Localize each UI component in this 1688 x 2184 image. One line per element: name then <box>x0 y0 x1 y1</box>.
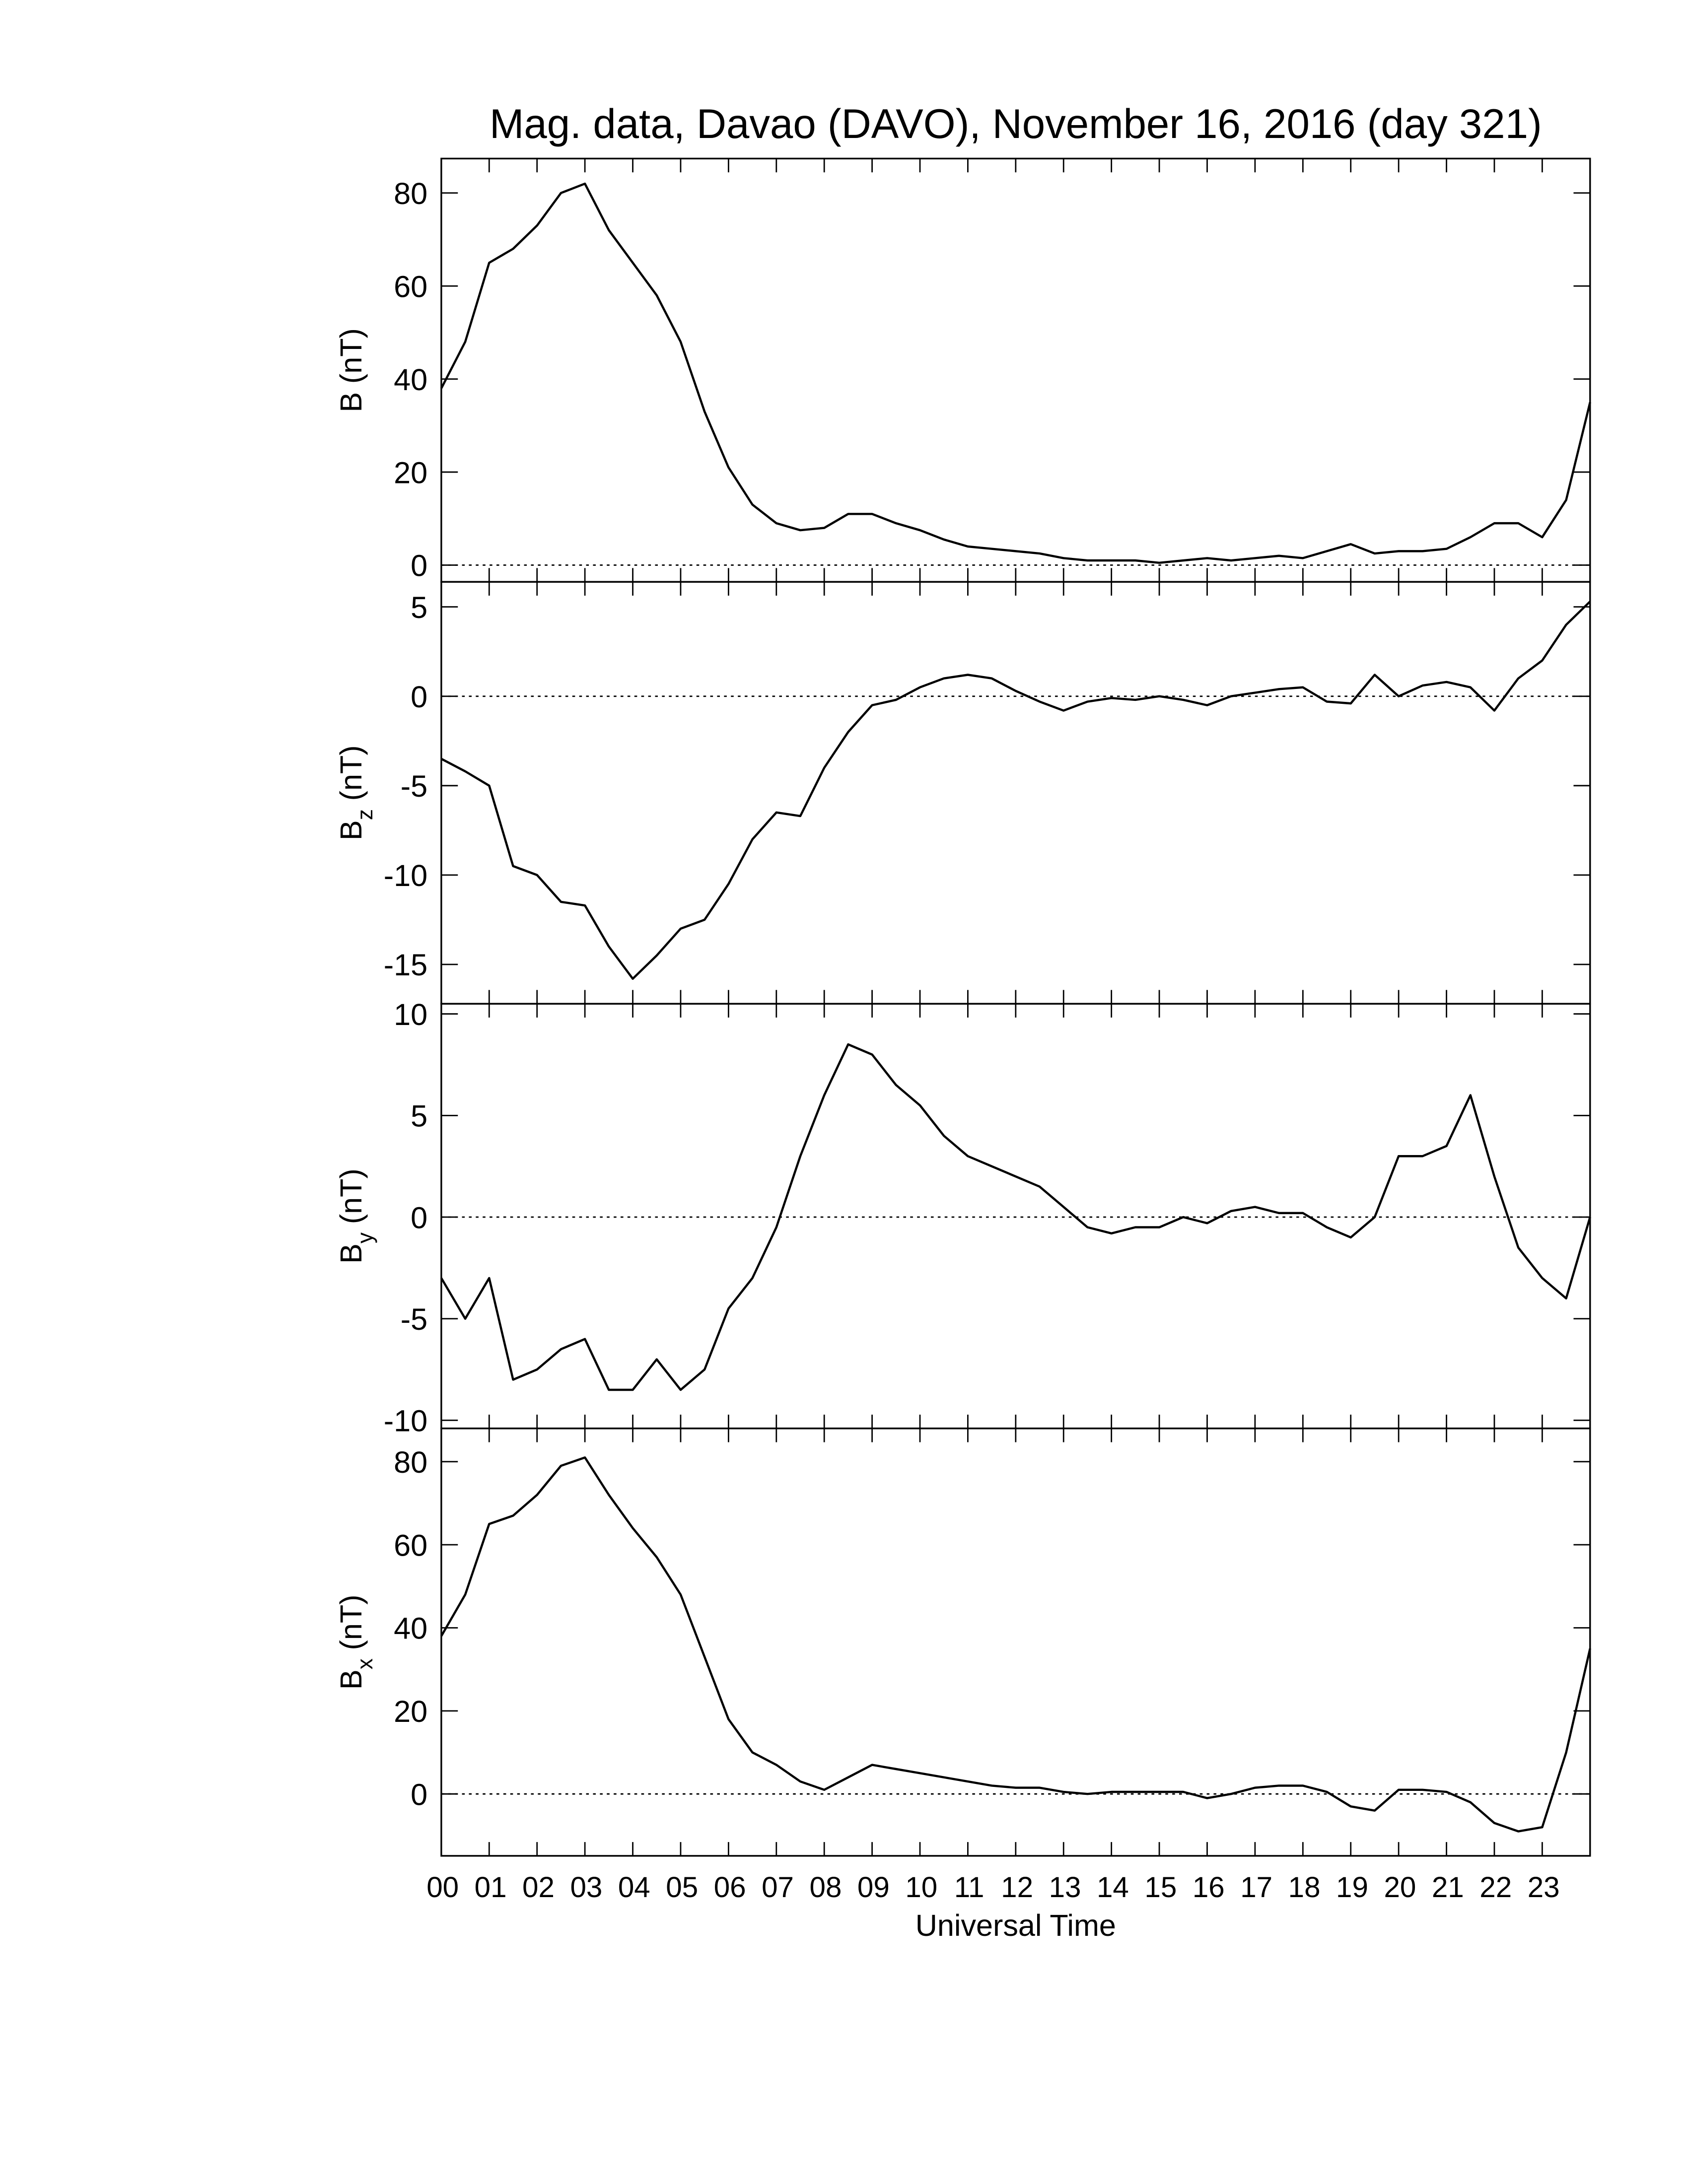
data-line <box>440 182 1591 564</box>
x-tick-label: 01 <box>475 1871 507 1904</box>
x-tick-label: 08 <box>810 1871 842 1904</box>
x-tick-label: 16 <box>1193 1871 1225 1904</box>
x-tick-label: 20 <box>1384 1871 1416 1904</box>
x-tick-label: 02 <box>522 1871 555 1904</box>
x-tick-label: 23 <box>1528 1871 1560 1904</box>
plot-frame <box>440 157 1591 583</box>
y-tick-label: 40 <box>394 1612 427 1645</box>
x-tick-label: 13 <box>1049 1871 1081 1904</box>
y-tick-label: 20 <box>394 1695 427 1728</box>
plot-frame <box>440 1003 1591 1430</box>
x-tick-label: 19 <box>1336 1871 1368 1904</box>
y-tick-label: -10 <box>384 1404 427 1438</box>
y-axis-label: B (nT) <box>334 328 368 412</box>
y-axis-label: Bx (nT) <box>334 1595 377 1690</box>
y-axis-label: Bz (nT) <box>334 745 377 840</box>
data-line <box>440 601 1591 980</box>
y-axis-label-subscript: x <box>353 1658 377 1669</box>
x-tick-label: 22 <box>1479 1871 1512 1904</box>
x-tick-label: 10 <box>905 1871 937 1904</box>
y-tick-label: 80 <box>394 1445 427 1479</box>
data-line <box>440 1043 1591 1391</box>
y-tick-label: 40 <box>394 363 427 397</box>
x-tick-label: 21 <box>1432 1871 1464 1904</box>
y-tick-label: -5 <box>401 1302 427 1336</box>
y-tick-label: 0 <box>411 1777 427 1811</box>
y-tick-label: 60 <box>394 1528 427 1562</box>
y-axis-label-subscript: z <box>353 809 377 820</box>
x-tick-label: 06 <box>714 1871 746 1904</box>
x-tick-label: 09 <box>857 1871 890 1904</box>
y-axis-label-unit: (nT) <box>334 1168 368 1224</box>
x-tick-label: 14 <box>1097 1871 1129 1904</box>
y-axis-label-subscript: y <box>353 1232 377 1243</box>
y-tick-label: -5 <box>401 769 427 803</box>
x-tick-label: 17 <box>1240 1871 1272 1904</box>
x-tick-label: 03 <box>570 1871 602 1904</box>
y-axis-label-symbol: B <box>334 820 368 840</box>
x-tick-label: 12 <box>1001 1871 1033 1904</box>
x-axis-label: Universal Time <box>915 1909 1116 1942</box>
y-tick-label: -15 <box>384 948 427 982</box>
x-tick-label: 15 <box>1144 1871 1177 1904</box>
y-axis-label-symbol: B <box>334 1669 368 1690</box>
x-tick-label: 07 <box>762 1871 794 1904</box>
x-tick-label: 05 <box>666 1871 698 1904</box>
x-tick-label: 11 <box>954 1871 985 1904</box>
y-axis-label: By (nT) <box>334 1168 377 1264</box>
y-axis-label-unit: (nT) <box>334 1595 368 1650</box>
y-axis-label-symbol: B <box>334 392 368 412</box>
y-tick-label: 20 <box>394 456 427 489</box>
y-tick-label: 5 <box>411 591 427 624</box>
plot-frame <box>440 1428 1591 1857</box>
x-tick-label: 04 <box>618 1871 650 1904</box>
y-tick-label: -10 <box>384 859 427 892</box>
y-tick-label: 0 <box>411 680 427 714</box>
plot-frame <box>440 581 1591 1005</box>
x-tick-label: 18 <box>1288 1871 1321 1904</box>
y-tick-label: 0 <box>411 1201 427 1234</box>
y-axis-label-unit: (nT) <box>334 328 368 384</box>
x-tick-label: 00 <box>426 1871 459 1904</box>
y-axis-label-symbol: B <box>334 1243 368 1264</box>
y-tick-label: 60 <box>394 270 427 303</box>
chart-title: Mag. data, Davao (DAVO), November 16, 20… <box>490 101 1542 147</box>
y-tick-label: 80 <box>394 177 427 210</box>
y-tick-label: 0 <box>411 549 427 583</box>
data-line <box>440 1456 1591 1833</box>
y-tick-label: 5 <box>411 1099 427 1133</box>
y-axis-label-unit: (nT) <box>334 745 368 801</box>
y-tick-label: 10 <box>394 998 427 1031</box>
